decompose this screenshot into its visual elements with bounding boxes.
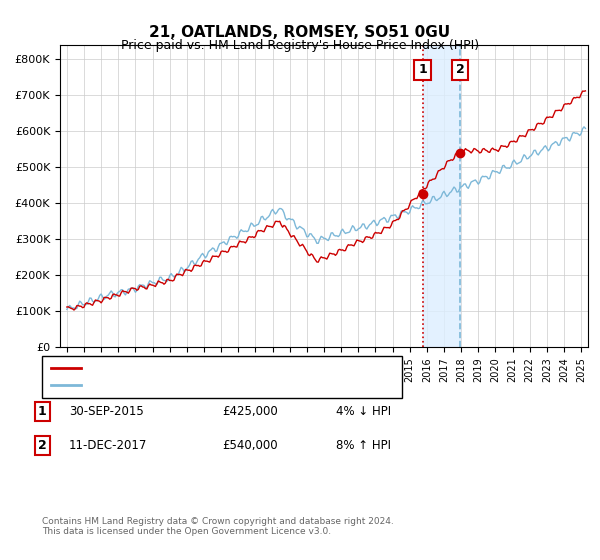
Text: 21, OATLANDS, ROMSEY, SO51 0GU: 21, OATLANDS, ROMSEY, SO51 0GU: [149, 25, 451, 40]
21, OATLANDS, ROMSEY, SO51 0GU (detached house): [196, 263, 203, 270]
HPI: Average price, detached house, Test Valley: (2e+03, 2.44e+05): Average price, detached house, Test Vall…: [194, 256, 202, 263]
Bar: [422, 45, 460, 347]
Text: 21, OATLANDS, ROMSEY, SO51 0GU (detached house): 21, OATLANDS, ROMSEY, SO51 0GU (detached…: [87, 363, 388, 373]
Text: 4% ↓ HPI: 4% ↓ HPI: [336, 405, 391, 418]
21, OATLANDS, ROMSEY, SO51 0GU (detached house): [582, 87, 589, 94]
21, OATLANDS, ROMSEY, SO51 0GU (detached house): [85, 300, 92, 307]
21, OATLANDS, ROMSEY, SO51 0GU (detached house): [133, 287, 140, 293]
HPI: Average price, detached house, Test Valley: (2e+03, 1.53e+05): Average price, detached house, Test Vall…: [132, 289, 139, 296]
21, OATLANDS, ROMSEY, SO51 0GU (detached house): [70, 307, 77, 314]
21, OATLANDS, ROMSEY, SO51 0GU (detached house): [66, 304, 73, 311]
HPI: Average price, detached house, Test Valley: (2e+03, 1.16e+05): Average price, detached house, Test Vall…: [66, 302, 73, 309]
21, OATLANDS, ROMSEY, SO51 0GU (detached house): [429, 176, 436, 183]
HPI: Average price, detached house, Test Valley: (2.02e+03, 4.07e+05): Average price, detached house, Test Vall…: [428, 197, 435, 204]
Text: 30-SEP-2015: 30-SEP-2015: [69, 405, 144, 418]
21, OATLANDS, ROMSEY, SO51 0GU (detached house): [63, 304, 70, 310]
Text: Price paid vs. HM Land Registry's House Price Index (HPI): Price paid vs. HM Land Registry's House …: [121, 39, 479, 52]
Text: £425,000: £425,000: [222, 405, 278, 418]
Text: HPI: Average price, detached house, Test Valley: HPI: Average price, detached house, Test…: [87, 380, 352, 390]
HPI: Average price, detached house, Test Valley: (2e+03, 1.05e+05): Average price, detached house, Test Vall…: [63, 306, 70, 312]
HPI: Average price, detached house, Test Valley: (2.03e+03, 6.12e+05): Average price, detached house, Test Vall…: [580, 123, 587, 130]
HPI: Average price, detached house, Test Valley: (2.03e+03, 6.08e+05): Average price, detached house, Test Vall…: [582, 125, 589, 132]
Line: 21, OATLANDS, ROMSEY, SO51 0GU (detached house): 21, OATLANDS, ROMSEY, SO51 0GU (detached…: [67, 91, 586, 310]
HPI: Average price, detached house, Test Valley: (2e+03, 1.09e+05): Average price, detached house, Test Vall…: [70, 305, 77, 311]
Text: 2: 2: [38, 438, 46, 452]
Text: 1: 1: [418, 63, 427, 77]
Text: 8% ↑ HPI: 8% ↑ HPI: [336, 438, 391, 452]
Text: 11-DEC-2017: 11-DEC-2017: [69, 438, 148, 452]
Text: 2: 2: [456, 63, 464, 77]
Line: HPI: Average price, detached house, Test Valley: HPI: Average price, detached house, Test…: [67, 127, 586, 309]
Text: 1: 1: [38, 405, 46, 418]
Text: £540,000: £540,000: [222, 438, 278, 452]
Text: Contains HM Land Registry data © Crown copyright and database right 2024.
This d: Contains HM Land Registry data © Crown c…: [42, 517, 394, 536]
21, OATLANDS, ROMSEY, SO51 0GU (detached house): [72, 305, 79, 312]
HPI: Average price, detached house, Test Valley: (2e+03, 1.19e+05): Average price, detached house, Test Vall…: [83, 301, 91, 308]
